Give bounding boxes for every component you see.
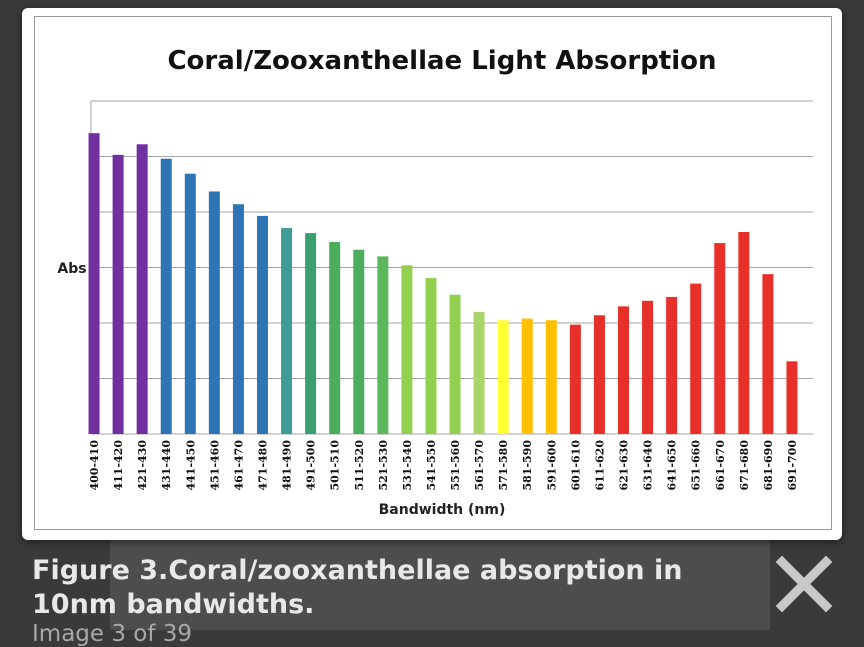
bar (377, 256, 389, 434)
x-tick-label: 611-620 (593, 440, 606, 491)
close-button[interactable] (772, 552, 836, 616)
bar (353, 249, 365, 434)
y-axis-label: Abs (57, 261, 86, 277)
absorption-chart: Coral/Zooxanthellae Light Absorption Abs B… (57, 46, 813, 518)
bar (425, 278, 437, 434)
x-tick-label: 561-570 (473, 440, 486, 491)
x-tick-label: 671-680 (738, 440, 751, 491)
bar (232, 204, 244, 434)
bar (401, 265, 413, 434)
bar (569, 324, 581, 434)
chart-title: Coral/Zooxanthellae Light Absorption (167, 46, 716, 76)
bar (449, 294, 461, 434)
bar (642, 300, 654, 434)
x-tick-label: 431-440 (160, 440, 173, 491)
bar (762, 274, 774, 434)
x-tick-label: 501-510 (329, 440, 342, 491)
bar (618, 306, 629, 434)
x-tick-label: 571-580 (497, 440, 510, 491)
x-tick-label: 581-590 (521, 440, 534, 491)
bar (305, 233, 317, 434)
bar (160, 158, 172, 434)
x-tick-label: 621-630 (618, 440, 631, 491)
x-tick-label: 631-640 (642, 440, 655, 491)
bar (136, 144, 148, 434)
chart-frame: Coral/Zooxanthellae Light Absorption Abs B… (34, 16, 832, 530)
x-tick-label: 511-520 (353, 440, 366, 491)
x-tick-label: 681-690 (762, 440, 775, 491)
x-tick-label: 541-550 (425, 440, 438, 491)
x-tick-label: 691-700 (786, 440, 799, 491)
x-tick-label: 481-490 (281, 440, 294, 491)
bar (666, 296, 678, 434)
bar (738, 231, 750, 434)
bar (786, 361, 798, 434)
bar (88, 133, 100, 434)
x-tick-label: 421-430 (136, 440, 149, 491)
bar (112, 154, 124, 434)
x-tick-label: 641-650 (666, 440, 679, 491)
x-tick-label: 461-470 (232, 440, 245, 491)
x-tick-label: 400-410 (88, 440, 101, 491)
bar (281, 228, 293, 434)
x-tick-label: 411-420 (112, 440, 125, 491)
x-tick-label: 471-480 (257, 440, 270, 491)
bar (521, 318, 533, 434)
bar (329, 241, 341, 434)
image-card: Coral/Zooxanthellae Light Absorption Abs B… (22, 8, 842, 540)
image-counter: Image 3 of 39 (32, 621, 193, 647)
bar (257, 215, 268, 434)
x-tick-label: 441-450 (184, 440, 197, 491)
x-tick-label: 451-460 (208, 440, 221, 491)
close-icon (775, 555, 833, 613)
x-axis-label: Bandwidth (nm) (379, 502, 506, 518)
x-tick-label: 591-600 (545, 440, 558, 491)
x-tick-label: 601-610 (569, 440, 582, 491)
bar (497, 320, 509, 434)
x-tick-label: 551-560 (449, 440, 462, 491)
x-tick-label: 661-670 (714, 440, 727, 491)
bar (593, 315, 605, 434)
bar (208, 191, 220, 434)
bar (714, 243, 726, 434)
bar (545, 320, 557, 434)
image-caption: Figure 3.Coral/zooxanthellae absorption … (32, 555, 683, 620)
x-tick-label: 521-530 (377, 440, 390, 491)
bar (690, 283, 702, 434)
x-tick-label: 531-540 (401, 440, 414, 491)
bar (184, 173, 196, 434)
x-tick-label: 491-500 (305, 440, 318, 491)
bar (473, 311, 485, 434)
x-tick-label: 651-660 (690, 440, 703, 491)
